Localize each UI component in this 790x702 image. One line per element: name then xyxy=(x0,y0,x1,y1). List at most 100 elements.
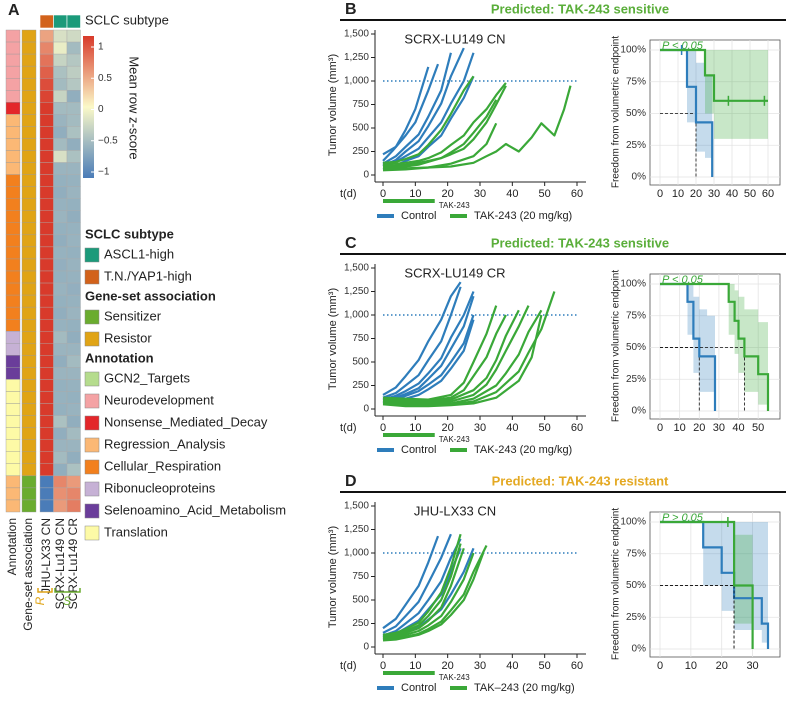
heatmap-cell xyxy=(66,463,81,477)
annotation-cell xyxy=(5,379,21,392)
subtype-cell xyxy=(53,14,68,29)
y-tick-label: 1,000 xyxy=(344,548,369,559)
heatmap-cell xyxy=(39,282,54,296)
association-cell xyxy=(21,319,37,332)
legend-swatch xyxy=(84,525,100,541)
y-tick-label: 500 xyxy=(352,595,369,606)
legend-swatch xyxy=(84,309,100,325)
heatmap-cell xyxy=(53,427,68,440)
growth-curve xyxy=(382,66,430,156)
x-tick-label: 30 xyxy=(708,188,720,200)
x-tick-label: 50 xyxy=(752,422,764,434)
annotation-cell xyxy=(5,29,21,43)
x-tick-label: 20 xyxy=(442,422,454,434)
association-cell xyxy=(21,343,37,356)
x-tick-label: 0 xyxy=(657,188,663,200)
association-cell xyxy=(21,234,37,248)
confidence-band xyxy=(660,522,753,649)
growth-curve xyxy=(382,552,485,642)
association-cell xyxy=(21,415,37,428)
association-cell xyxy=(21,306,37,320)
association-cell xyxy=(21,258,37,272)
heatmap-cell xyxy=(53,331,68,344)
association-cell xyxy=(21,138,37,151)
x-tick-label: 40 xyxy=(506,188,518,200)
annotation-cell xyxy=(5,367,21,380)
annotation-cell xyxy=(5,210,21,224)
heatmap-cell xyxy=(39,138,54,151)
growth-curve xyxy=(382,75,475,164)
x-tick-label: 50 xyxy=(539,422,551,434)
annotation-cell xyxy=(5,126,21,139)
heatmap-cell xyxy=(39,379,54,392)
growth-curve xyxy=(382,63,440,162)
y-tick-label: 1,000 xyxy=(344,310,369,321)
growth-curve xyxy=(382,314,543,408)
heatmap-cell xyxy=(39,258,54,272)
heatmap-cell xyxy=(53,343,68,356)
y-tick-label: 0 xyxy=(363,404,369,415)
heatmap-cell xyxy=(39,270,54,284)
association-cell xyxy=(21,475,37,489)
growth-curve xyxy=(382,533,462,636)
x-tick-label: 50 xyxy=(539,660,551,672)
heatmap-cell xyxy=(66,126,81,139)
heatmap-cell xyxy=(66,174,81,187)
legend-label: TAK-243 (20 mg/kg) xyxy=(474,210,572,222)
legend-label: Regression_Analysis xyxy=(104,436,226,451)
heatmap-cell xyxy=(66,53,81,67)
heatmap-cell xyxy=(53,379,68,392)
growth-curve xyxy=(382,52,452,165)
y-tick-label: 1,250 xyxy=(344,52,369,63)
y-tick-label: 1,500 xyxy=(344,29,369,40)
y-tick-label: 100% xyxy=(620,517,646,528)
heatmap-cell xyxy=(66,114,81,127)
y-tick-label: 0% xyxy=(632,644,647,655)
heatmap-cell xyxy=(39,114,54,127)
heatmap-cell xyxy=(53,439,68,452)
legend-swatch xyxy=(84,269,100,285)
heatmap-cell xyxy=(66,451,81,465)
y-tick-label: 1,500 xyxy=(344,263,369,274)
y-tick-label: 750 xyxy=(352,99,369,110)
annotation-cell xyxy=(5,114,21,127)
confidence-band xyxy=(660,50,713,177)
x-tick-label: 20 xyxy=(693,422,705,434)
y-tick-label: 250 xyxy=(352,380,369,391)
heatmap-cell xyxy=(66,306,81,320)
column-label: Annotation xyxy=(5,518,19,575)
legend-swatch xyxy=(84,247,100,263)
association-cell xyxy=(21,198,37,211)
survival-curve xyxy=(660,282,717,411)
legend-label: Sensitizer xyxy=(104,308,162,323)
heatmap-cell xyxy=(53,174,68,187)
heatmap-cell xyxy=(53,270,68,284)
heatmap-cell xyxy=(39,306,54,320)
heatmap-cell xyxy=(66,427,81,440)
legend-title: Gene-set association xyxy=(85,288,216,303)
association-cell xyxy=(21,186,37,199)
heatmap-cell xyxy=(39,198,54,211)
heatmap-cell xyxy=(53,415,68,428)
heatmap-cell xyxy=(53,403,68,416)
association-cell xyxy=(21,379,37,392)
group-bracket xyxy=(37,588,53,593)
growth-curve xyxy=(382,281,462,396)
survival-curve xyxy=(660,48,714,177)
growth-curve xyxy=(382,547,465,639)
annotation-cell xyxy=(5,186,21,199)
treatment-label: TAK-243 xyxy=(439,435,471,444)
y-tick-label: 1,250 xyxy=(344,286,369,297)
x-tick-label: 40 xyxy=(506,422,518,434)
plot-panel xyxy=(649,511,781,658)
x-tick-label: 10 xyxy=(409,422,421,434)
heatmap-cell xyxy=(39,246,54,260)
y-tick-label: 25% xyxy=(626,374,646,385)
x-tick-label: 30 xyxy=(474,422,486,434)
x-tick-label: 30 xyxy=(474,188,486,200)
heatmap-cell xyxy=(66,65,81,79)
x-tick-label: 10 xyxy=(409,188,421,200)
y-tick-label: 250 xyxy=(352,618,369,629)
association-cell xyxy=(21,102,37,115)
